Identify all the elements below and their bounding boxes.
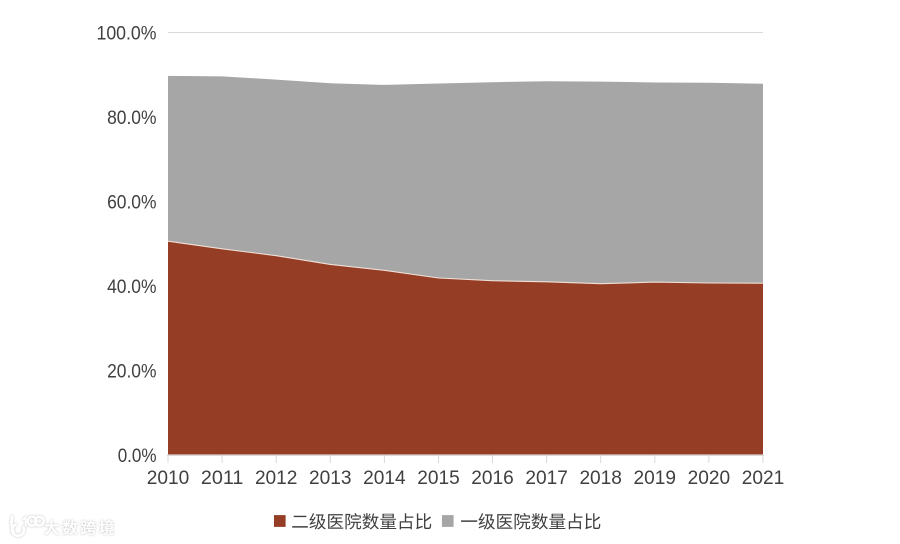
svg-text:2017: 2017 <box>525 467 568 489</box>
svg-text:2010: 2010 <box>147 467 190 489</box>
svg-text:2013: 2013 <box>309 467 352 489</box>
svg-text:100.0%: 100.0% <box>97 22 157 44</box>
svg-text:2019: 2019 <box>634 467 677 489</box>
svg-text:2012: 2012 <box>255 467 298 489</box>
svg-text:20.0%: 20.0% <box>107 360 156 382</box>
svg-text:2016: 2016 <box>471 467 514 489</box>
svg-text:2018: 2018 <box>579 467 622 489</box>
svg-text:2011: 2011 <box>201 467 244 489</box>
svg-text:80.0%: 80.0% <box>107 107 156 129</box>
svg-text:60.0%: 60.0% <box>107 191 156 213</box>
svg-text:2020: 2020 <box>688 467 731 489</box>
svg-text:2015: 2015 <box>417 467 460 489</box>
svg-text:40.0%: 40.0% <box>107 276 156 298</box>
svg-text:2021: 2021 <box>742 467 785 489</box>
svg-text:0.0%: 0.0% <box>118 445 157 467</box>
svg-text:2014: 2014 <box>363 467 406 489</box>
